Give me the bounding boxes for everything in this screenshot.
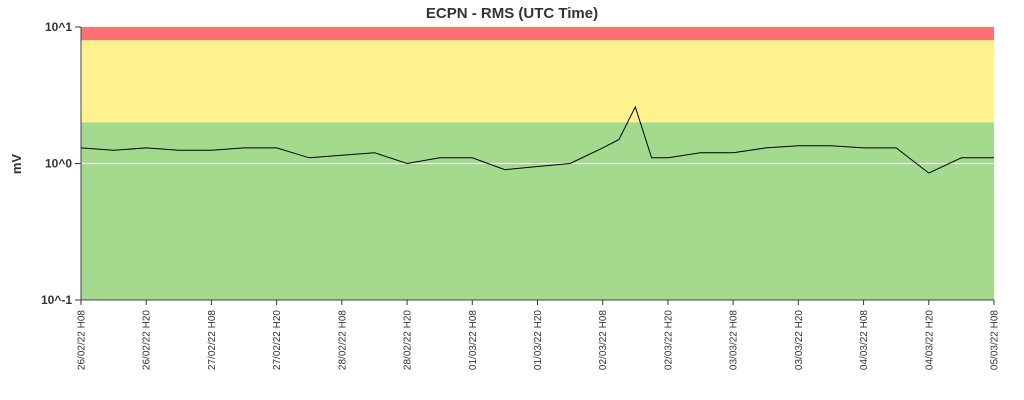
y-tick-label: 10^-1	[41, 293, 72, 307]
x-axis-ticks: 26/02/22 H08 26/02/22 H20 27/02/22 H08 27/0…	[77, 27, 1001, 370]
x-tick-label: 01/03/22 H08	[468, 310, 479, 370]
chart-title: ECPN - RMS (UTC Time)	[426, 5, 598, 22]
x-tick-label: 04/03/22 H08	[859, 310, 870, 370]
band-warning	[81, 40, 994, 123]
x-tick-label: 03/03/22 H08	[729, 310, 740, 370]
x-tick-label: 01/03/22 H20	[533, 310, 544, 370]
x-tick-label: 27/02/22 H08	[207, 310, 218, 370]
x-tick-label: 27/02/22 H20	[272, 310, 283, 370]
y-axis-ticks: 10^1 10^0 10^-1	[41, 20, 994, 307]
series-line	[80, 105, 994, 174]
y-tick-label: 10^0	[45, 157, 72, 171]
x-tick-label: 28/02/22 H20	[403, 310, 414, 370]
band-alert	[81, 27, 994, 41]
x-tick-label: 03/03/22 H20	[794, 310, 805, 370]
y-axis-label: mV	[9, 154, 24, 175]
threshold-bands	[81, 27, 994, 300]
series-layer	[80, 105, 994, 174]
y-tick-label: 10^1	[45, 20, 72, 34]
band-normal	[81, 122, 994, 300]
x-tick-label: 02/03/22 H08	[598, 310, 609, 370]
x-tick-label: 02/03/22 H20	[663, 310, 674, 370]
x-tick-label: 28/02/22 H08	[337, 310, 348, 370]
x-tick-label: 05/03/22 H08	[990, 310, 1001, 370]
x-tick-label: 26/02/22 H08	[77, 310, 88, 370]
x-tick-label: 26/02/22 H20	[142, 310, 153, 370]
x-tick-label: 04/03/22 H20	[924, 310, 935, 370]
